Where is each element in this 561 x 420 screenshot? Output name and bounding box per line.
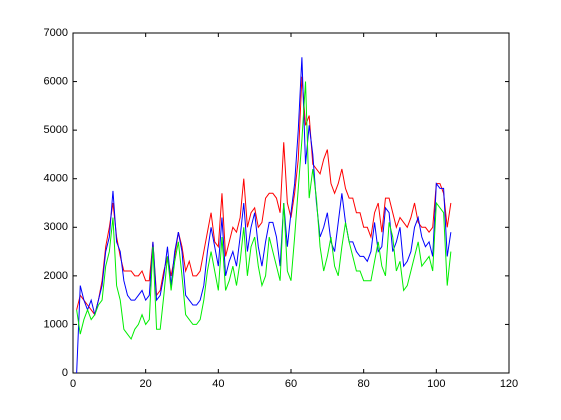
x-tick-label: 20 xyxy=(140,378,152,390)
y-tick-label: 4000 xyxy=(44,173,68,185)
y-tick-label: 5000 xyxy=(44,124,68,136)
y-tick-label: 0 xyxy=(62,367,68,379)
x-tick-label: 40 xyxy=(212,378,224,390)
plot-box xyxy=(72,32,510,374)
y-tick-label: 3000 xyxy=(44,221,68,233)
x-tick-label: 0 xyxy=(70,378,76,390)
x-tick-label: 60 xyxy=(285,378,297,390)
x-tick-label: 100 xyxy=(427,378,445,390)
y-tick-label: 2000 xyxy=(44,270,68,282)
y-tick-label: 7000 xyxy=(44,27,68,39)
data-line xyxy=(76,76,452,316)
data-line xyxy=(76,81,452,341)
data-line xyxy=(76,57,452,374)
x-tick-label: 120 xyxy=(500,378,518,390)
y-tick-label: 1000 xyxy=(44,318,68,330)
x-tick-label: 80 xyxy=(358,378,370,390)
y-tick-label: 6000 xyxy=(44,75,68,87)
